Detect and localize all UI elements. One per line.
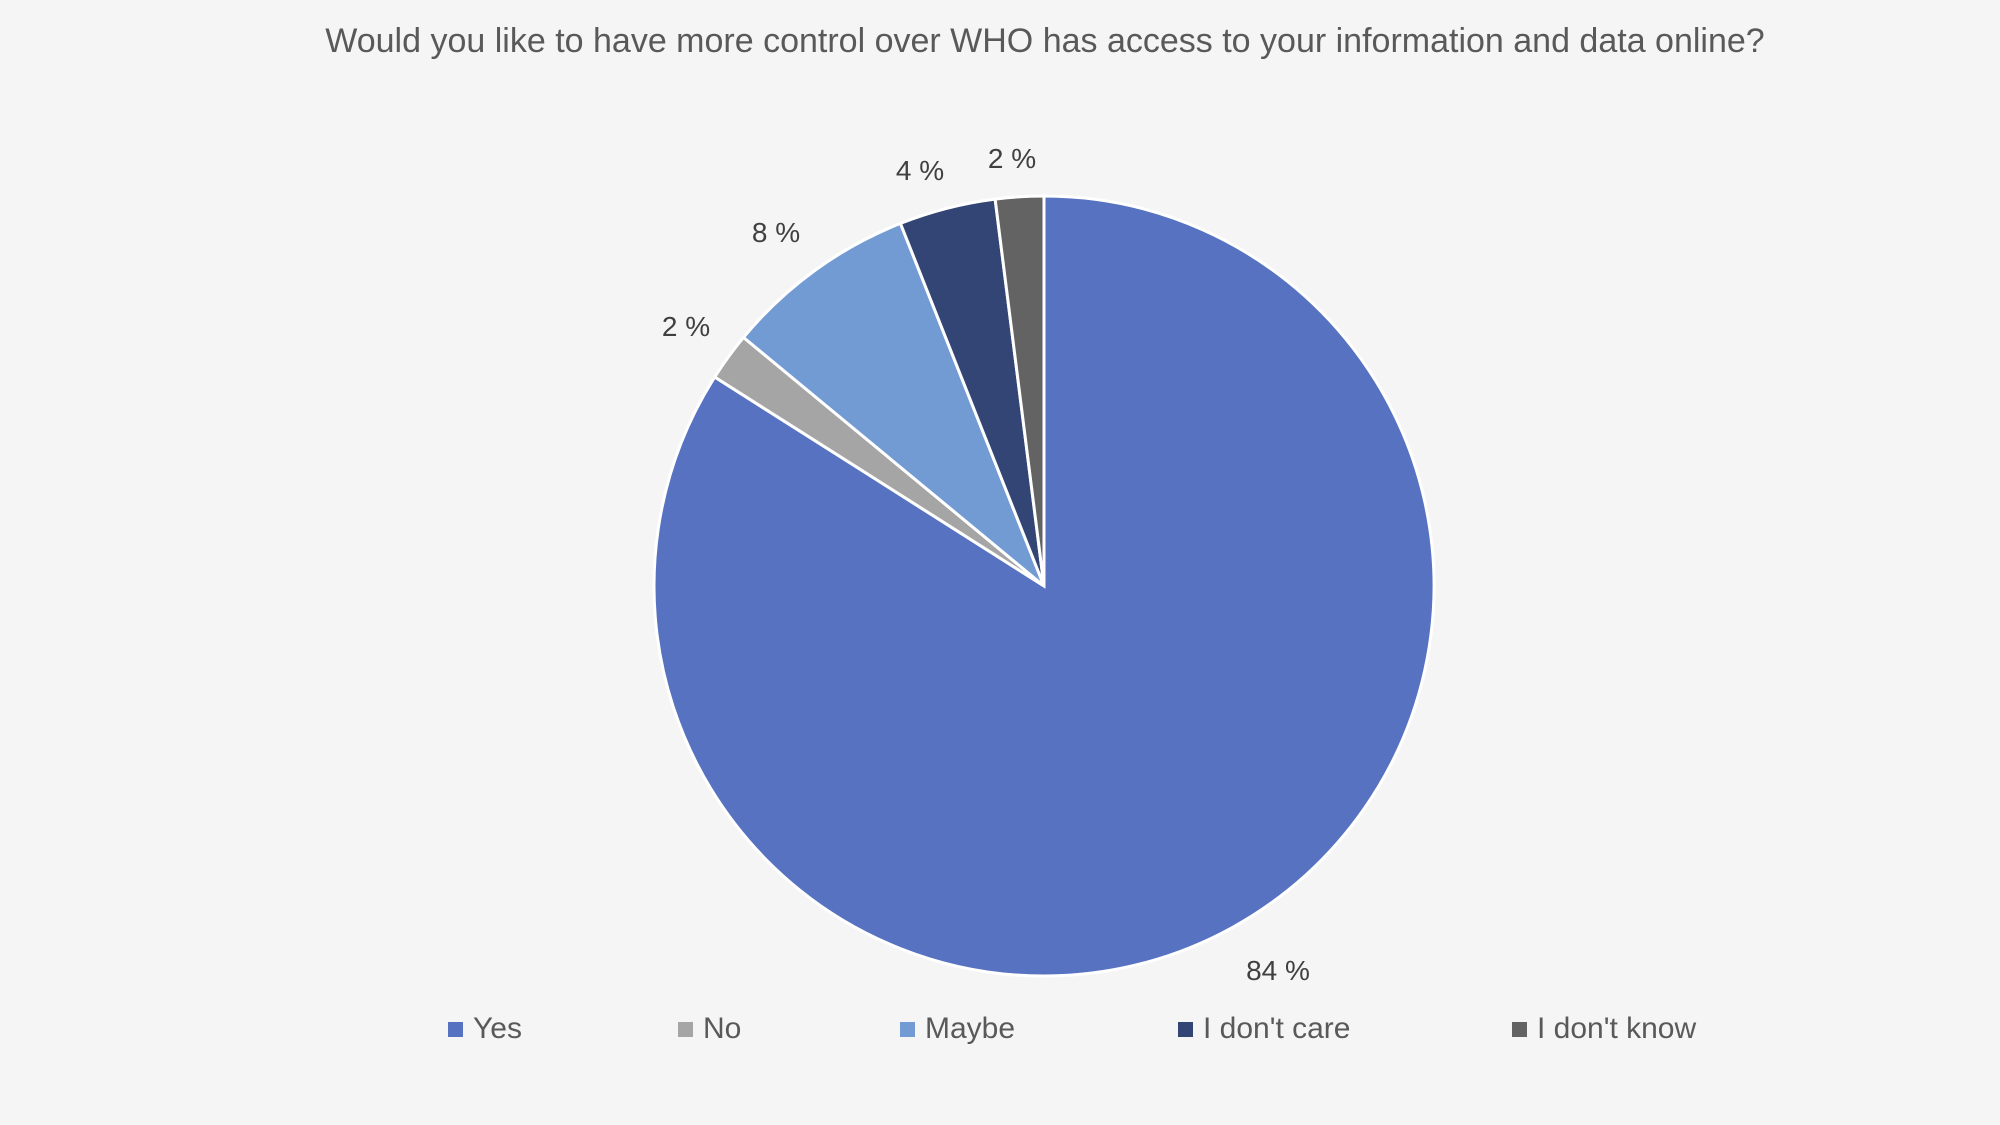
legend-item: Maybe [900, 1012, 1015, 1046]
pie-slice-maybe [741, 221, 1046, 588]
data-labels: 84 % 2 % 8 % 4 % 2 % [662, 143, 1310, 986]
data-label: 2 % [662, 311, 710, 342]
data-label: 4 % [896, 155, 944, 186]
legend-label: No [703, 1012, 742, 1045]
legend-swatch [448, 1021, 463, 1037]
legend-item: No [678, 1012, 741, 1046]
legend-item: I don't know [1512, 1012, 1696, 1046]
legend-item: Yes [448, 1012, 522, 1046]
data-label: 84 % [1246, 955, 1310, 986]
legend-label: Maybe [925, 1012, 1016, 1045]
data-label: 8 % [752, 217, 800, 248]
legend-label: Yes [473, 1012, 522, 1045]
pie-slices [652, 194, 1436, 978]
chart-title: Would you like to have more control over… [325, 22, 1765, 60]
legend-label: I don't know [1537, 1012, 1697, 1045]
legend-swatch [1178, 1021, 1193, 1037]
legend-swatch [900, 1021, 915, 1037]
data-label: 2 % [988, 143, 1036, 174]
legend-swatch [678, 1021, 693, 1037]
legend-label: I don't care [1203, 1012, 1351, 1045]
legend: Yes No Maybe I don't care I don't know [0, 1012, 2000, 1052]
legend-swatch [1512, 1021, 1527, 1037]
legend-item: I don't care [1178, 1012, 1350, 1046]
pie-slice-i-don-t-know [993, 194, 1046, 587]
